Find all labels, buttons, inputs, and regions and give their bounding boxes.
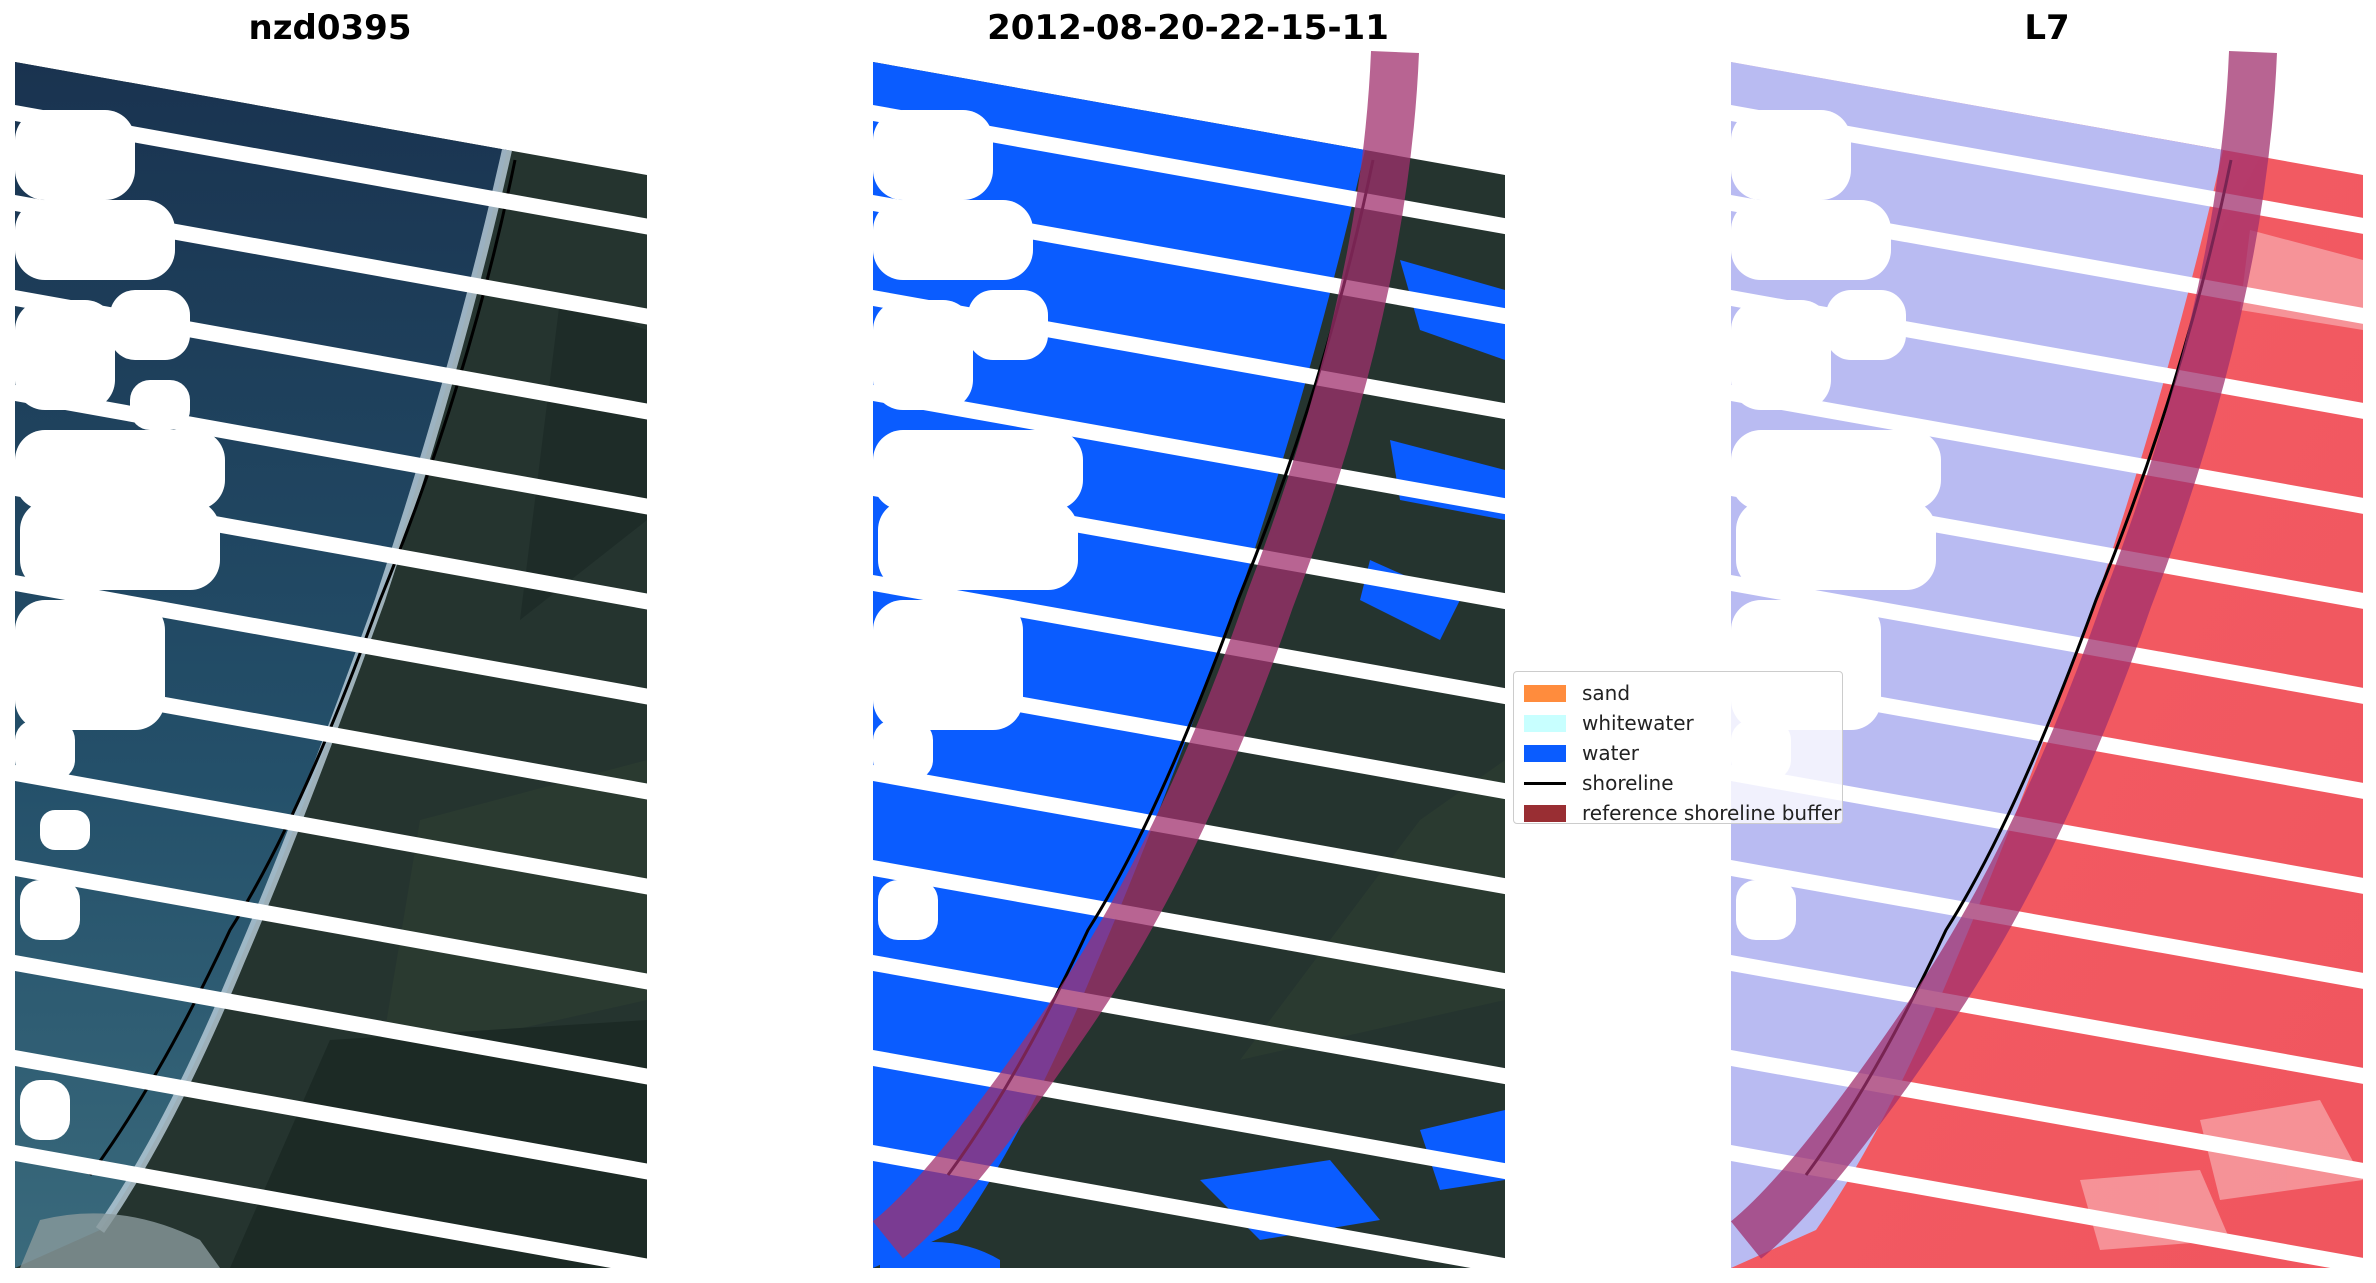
classified-image — [873, 62, 1505, 1268]
legend-label-shoreline: shoreline — [1582, 771, 1674, 795]
reference-buffer-mndwi — [1730, 51, 2277, 1259]
panel-title-rgb: nzd0395 — [248, 8, 412, 48]
cloud-mask — [15, 110, 225, 1140]
legend-swatch-water — [1524, 744, 1566, 762]
legend-label-water: water — [1582, 741, 1639, 765]
shoreline-line-rgb — [88, 159, 517, 1176]
legend-item-whitewater: whitewater — [1524, 708, 1832, 738]
legend-label-reference-buffer: reference shoreline buffer — [1582, 801, 1842, 824]
mndwi-image — [1731, 62, 2363, 1268]
rgb-image — [15, 62, 647, 1268]
legend-item-shoreline: shoreline — [1524, 768, 1832, 798]
legend-line-shoreline — [1524, 781, 1566, 785]
reference-buffer-classified — [872, 51, 1419, 1259]
legend-swatch-reference-buffer — [1524, 804, 1566, 822]
legend-item-water: water — [1524, 738, 1832, 768]
panel-title-mndwi: L7 — [2024, 8, 2070, 48]
panel-title-classified: 2012-08-20-22-15-11 — [987, 8, 1389, 48]
legend-label-sand: sand — [1582, 681, 1631, 705]
slc-off-stripes — [15, 105, 647, 1268]
legend-item-sand: sand — [1524, 678, 1832, 708]
legend: sand whitewater water shoreline referenc… — [1513, 671, 1843, 824]
legend-item-reference-buffer: reference shoreline buffer — [1524, 798, 1841, 823]
legend-label-whitewater: whitewater — [1582, 711, 1694, 735]
legend-swatch-sand — [1524, 684, 1566, 702]
legend-swatch-whitewater — [1524, 714, 1566, 732]
